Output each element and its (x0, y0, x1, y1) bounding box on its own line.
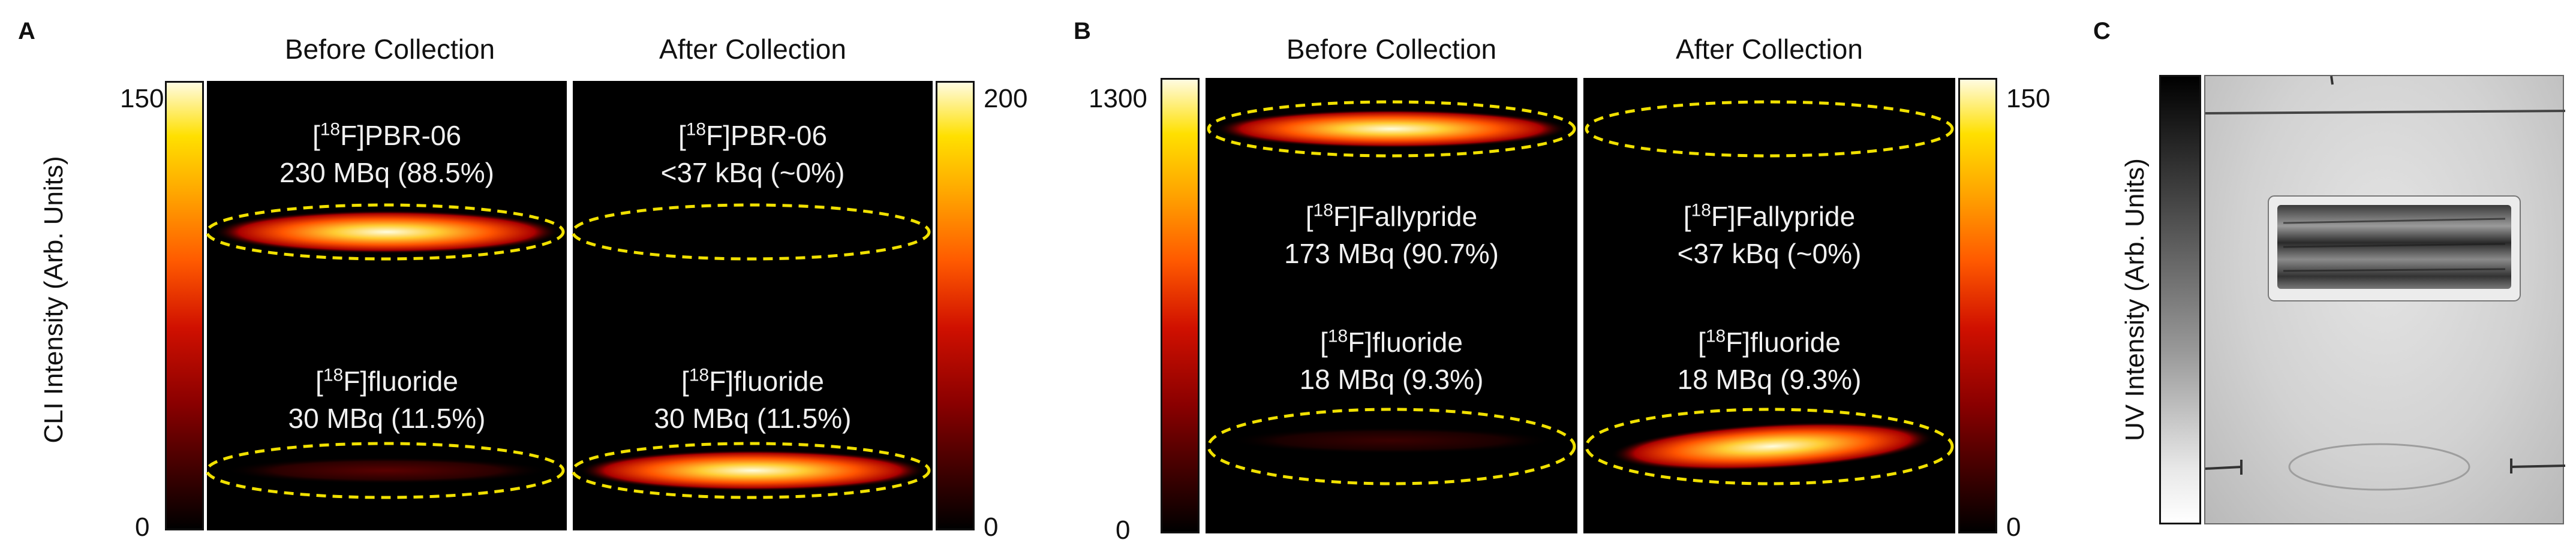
faint-lower-spot (2288, 443, 2470, 491)
panel-label-c: C (2093, 18, 2111, 44)
spot-fallypride-before (1215, 110, 1568, 148)
streak-line-3 (2283, 268, 2506, 272)
ellipse-b-after-top (1585, 100, 1954, 158)
panel-b-dashed-ellipses (1207, 100, 1954, 485)
panel-a-left-cbar-min: 0 (135, 512, 150, 542)
label-pbr06-before: [18F]PBR-06 230 MBq (88.5%) (279, 119, 494, 188)
panel-b-right-cbar-max: 150 (2006, 84, 2051, 113)
spot-fluoride-b-after (1610, 422, 1934, 471)
label-fluoride-before: [18F]fluoride 30 MBq (11.5%) (288, 365, 486, 434)
label-fluoride-b-before: [18F]fluoride 18 MBq (9.3%) (1299, 326, 1484, 395)
panel-a-after-image: [18F]PBR-06 <37 kBq (~0%) [18F]fluoride … (573, 81, 933, 530)
ellipse-b-after-bottom (1585, 408, 1954, 485)
panel-a-ylabel: CLI Intensity (Arb. Units) (39, 156, 68, 444)
panel-label-a: A (18, 18, 35, 44)
spot-fluoride-b-before (1230, 427, 1553, 454)
panel-c-uv-image (2204, 75, 2566, 524)
ellipse-b-before-top (1207, 100, 1576, 158)
panel-b-after-svg (1610, 422, 1934, 471)
ellipse-a-after-bottom (571, 442, 931, 499)
origin-mark-left (2205, 466, 2242, 470)
panel-a-after-svg (579, 450, 927, 491)
ellipse-a-before-bottom (205, 442, 565, 499)
panel-a-left-colorbar (165, 81, 204, 530)
streak-line-2 (2283, 243, 2506, 248)
panel-a-before-image: [18F]PBR-06 230 MBq (88.5%) [18F]fluorid… (207, 81, 567, 530)
panel-a-right-colorbar (936, 81, 975, 530)
panel-b-after-image: [18F]Fallypride <37 kBq (~0%) [18F]fluor… (1583, 78, 1955, 533)
panel-b-left-cbar-max: 1300 (1089, 84, 1147, 113)
panel-c-ylabel: UV Intensity (Arb. Units) (2120, 158, 2150, 441)
panel-a-right-cbar-min: 0 (984, 512, 999, 542)
spot-fluoride-before (225, 457, 549, 484)
panel-b-before-image: [18F]Fallypride 173 MBq (90.7%) [18F]flu… (1206, 78, 1577, 533)
panel-b-left-cbar-min: 0 (1116, 515, 1131, 545)
ellipse-a-after-top (571, 203, 931, 261)
product-spot (2277, 205, 2511, 289)
panel-b-after-title: After Collection (1676, 34, 1863, 65)
panel-b-before-title: Before Collection (1286, 34, 1497, 65)
panel-a-after-title: After Collection (659, 34, 846, 65)
panel-a-before-title: Before Collection (284, 34, 495, 65)
panel-b-left-colorbar (1161, 78, 1200, 533)
label-fallypride-before: [18F]Fallypride 173 MBq (90.7%) (1284, 200, 1499, 269)
spot-pbr06-before (213, 210, 561, 254)
panel-b-before-svg (1215, 110, 1568, 454)
label-fluoride-b-after: [18F]fluoride 18 MBq (9.3%) (1677, 326, 1862, 395)
panel-b-right-cbar-min: 0 (2006, 512, 2021, 542)
label-pbr06-after: [18F]PBR-06 <37 kBq (~0%) (660, 119, 845, 188)
ellipse-a-before-top (205, 203, 565, 261)
spot-fluoride-after (579, 450, 927, 491)
label-fluoride-after: [18F]fluoride 30 MBq (11.5%) (654, 365, 852, 434)
streak-line-1 (2283, 218, 2506, 224)
panel-b-right-colorbar (1958, 78, 1997, 533)
label-fallypride-after: [18F]Fallypride <37 kBq (~0%) (1677, 200, 1862, 269)
panel-c-colorbar (2159, 75, 2201, 524)
panel-c-uv-svg (2205, 76, 2566, 491)
solvent-front-line (2205, 110, 2566, 114)
top-mark (2330, 76, 2334, 85)
origin-mark-right (2511, 464, 2566, 468)
panel-a-before-svg (213, 210, 561, 484)
panel-a-right-cbar-max: 200 (984, 84, 1028, 113)
ellipse-b-before-bottom (1207, 408, 1576, 485)
panel-label-b: B (1074, 18, 1091, 44)
panel-a-dashed-ellipses (205, 203, 931, 499)
